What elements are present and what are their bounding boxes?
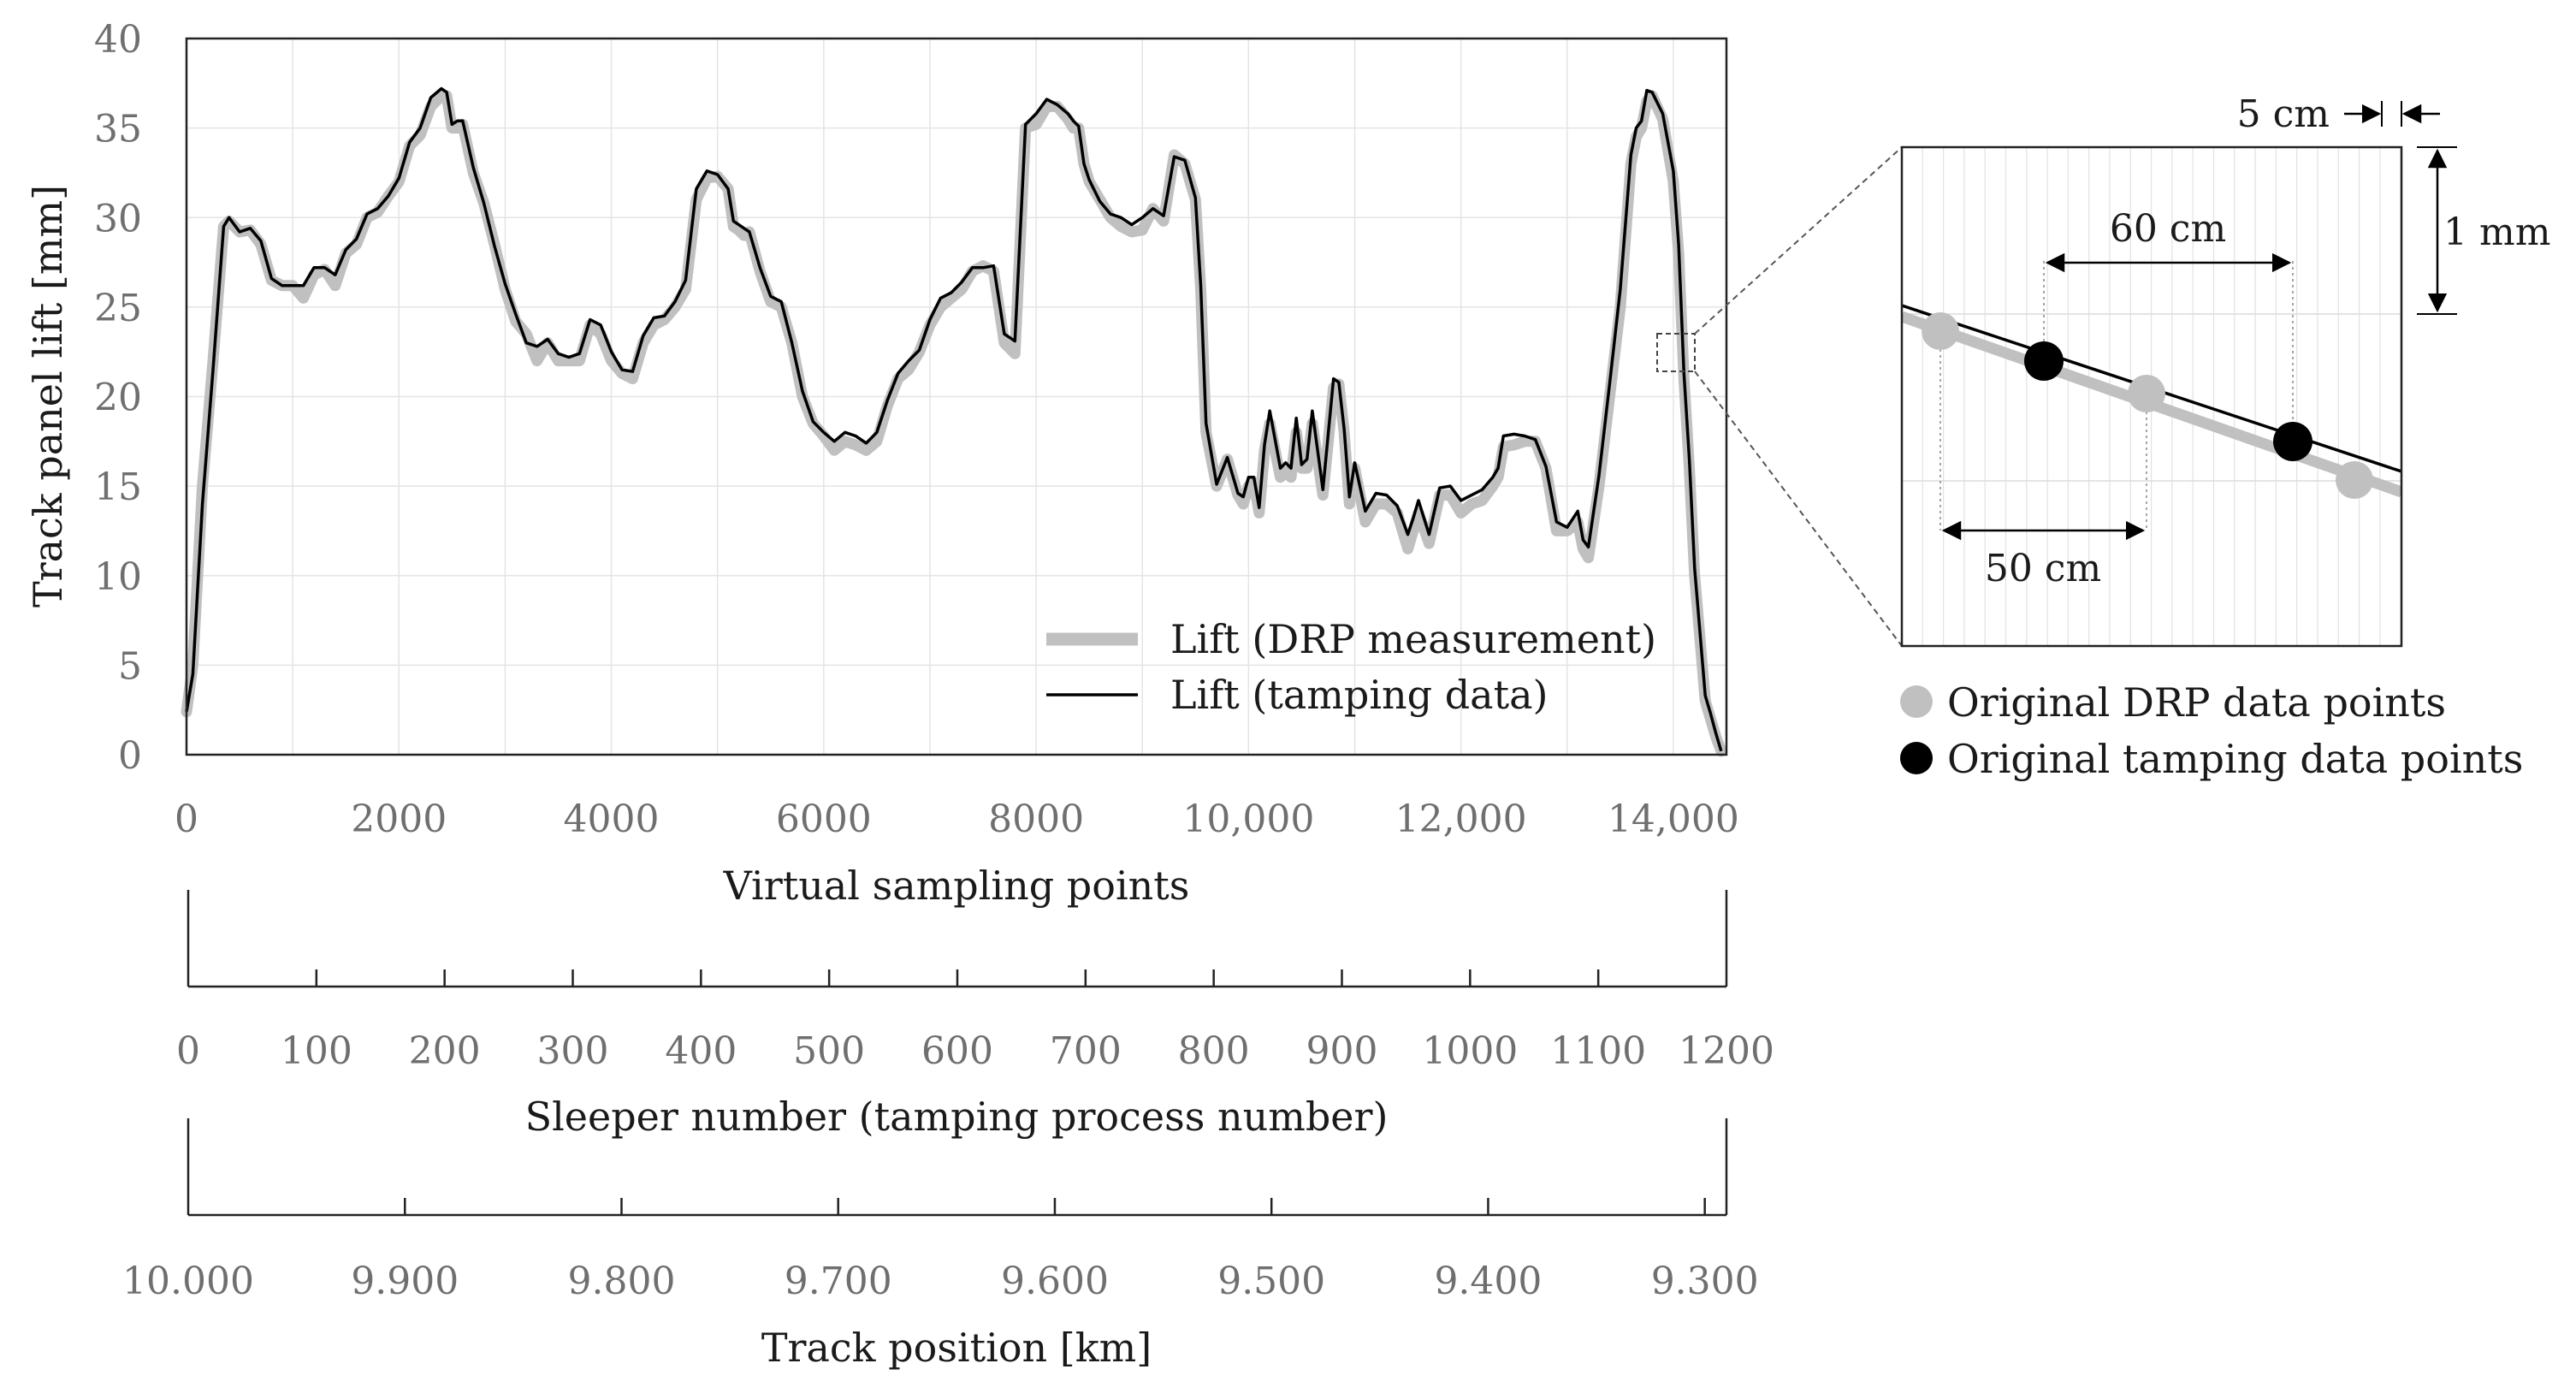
sleeper-tick-label: 400 [665,1029,737,1073]
sleeper-tick-label: 500 [793,1029,865,1073]
y-tick-label: 5 [118,644,142,688]
sleeper-tick-label: 1200 [1679,1029,1774,1073]
dim-1mm-label: 1 mm [2443,210,2550,254]
sleeper-tick-label: 100 [281,1029,352,1073]
legend-tamping-label: Lift (tamping data) [1170,672,1548,718]
y-axis-label: Track panel lift [mm] [25,185,71,608]
x-tick-label: 0 [175,797,198,841]
sleeper-tick-label: 700 [1050,1029,1122,1073]
inset-legend-drp-marker [1900,685,1933,718]
inset-zoom: 60 cm 50 cm 1 mm 5 cm Original DRP data … [1900,92,2550,782]
zoom-source-box [1656,333,1696,372]
y-axis-ticks: 0 5 10 15 20 25 30 35 40 [94,18,142,778]
track-tick-label: 9.600 [1001,1260,1109,1303]
tamping-series-line [185,86,1723,752]
x-axis-ticks: 0 2000 4000 6000 8000 10,000 12,000 14,000 [175,797,1739,841]
drp-point [2336,461,2373,499]
sleeper-tick-label: 800 [1178,1029,1250,1073]
dim-50-label: 50 cm [1985,547,2101,590]
tamping-point [2273,422,2312,461]
sleeper-tick-label: 300 [537,1029,609,1073]
y-tick-label: 30 [94,197,142,240]
inset-frame [1900,145,2403,648]
sleeper-tick-label: 600 [921,1029,993,1073]
track-position-axis: 10.000 9.900 9.800 9.700 9.600 9.500 9.400 9.30… [122,1118,1759,1371]
x-tick-label: 2000 [351,797,447,841]
zoom-callout [1656,146,1903,647]
inset-guides [1939,261,2294,531]
inset-legend-tamping-label: Original tamping data points [1947,736,2523,782]
y-tick-label: 35 [94,108,142,151]
sleeper-tick-label: 1000 [1422,1029,1518,1073]
sleeper-tick-label: 900 [1306,1029,1378,1073]
y-tick-label: 10 [94,555,142,599]
dim-60-label: 60 cm [2110,207,2226,251]
y-tick-label: 15 [94,465,142,509]
sleeper-axis-label: Sleeper number (tamping process number) [525,1094,1389,1140]
legend-drp-label: Lift (DRP measurement) [1170,616,1656,662]
track-tick-label: 9.300 [1651,1260,1759,1303]
track-tick-label: 9.800 [567,1260,675,1303]
track-tick-label: 9.500 [1217,1260,1325,1303]
y-tick-label: 40 [94,18,142,62]
track-tick-label: 9.900 [351,1260,459,1303]
sleeper-axis: 0 100 200 300 400 500 600 700 800 900 1000 1100 1200… [176,890,1774,1140]
y-tick-label: 25 [94,287,142,330]
x-tick-label: 14,000 [1608,797,1739,841]
inset-legend-drp-label: Original DRP data points [1947,679,2446,726]
track-tick-label: 10.000 [122,1260,254,1303]
track-tick-label: 9.400 [1434,1260,1542,1303]
drp-point [1922,312,1959,350]
track-axis-label: Track position [km] [761,1325,1152,1371]
zoom-connector-top [1694,146,1903,335]
x-tick-label: 6000 [776,797,872,841]
dim-5cm-label: 5 cm [2237,92,2330,136]
inset-legend-tamping-marker [1900,742,1933,774]
sleeper-tick-label: 1100 [1550,1029,1646,1073]
legend: Lift (DRP measurement) Lift (tamping dat… [1046,616,1656,718]
x-tick-label: 12,000 [1395,797,1527,841]
drp-series-line [181,90,1727,757]
y-tick-label: 20 [94,376,142,420]
sleeper-tick-label: 200 [409,1029,481,1073]
sleeper-axis-ticks: 0 100 200 300 400 500 600 700 800 900 1000 1100 1200 [176,969,1774,1073]
x-tick-label: 4000 [564,797,660,841]
main-plot: 0 5 10 15 20 25 30 35 40 0 2000 4000 6000 8000 10,000… [25,18,1739,909]
x-tick-label: 10,000 [1182,797,1314,841]
x-axis-label: Virtual sampling points [723,862,1190,909]
track-axis-ticks: 10.000 9.900 9.800 9.700 9.600 9.500 9.400 9.30… [122,1198,1759,1303]
plot-frame [185,37,1728,756]
tamping-point [2024,341,2064,381]
drp-point [2128,375,2165,412]
track-tick-label: 9.700 [785,1260,892,1303]
y-tick-label: 0 [118,734,142,778]
x-tick-label: 8000 [988,797,1084,841]
sleeper-tick-label: 0 [176,1029,200,1073]
grid-lines [187,39,1726,755]
